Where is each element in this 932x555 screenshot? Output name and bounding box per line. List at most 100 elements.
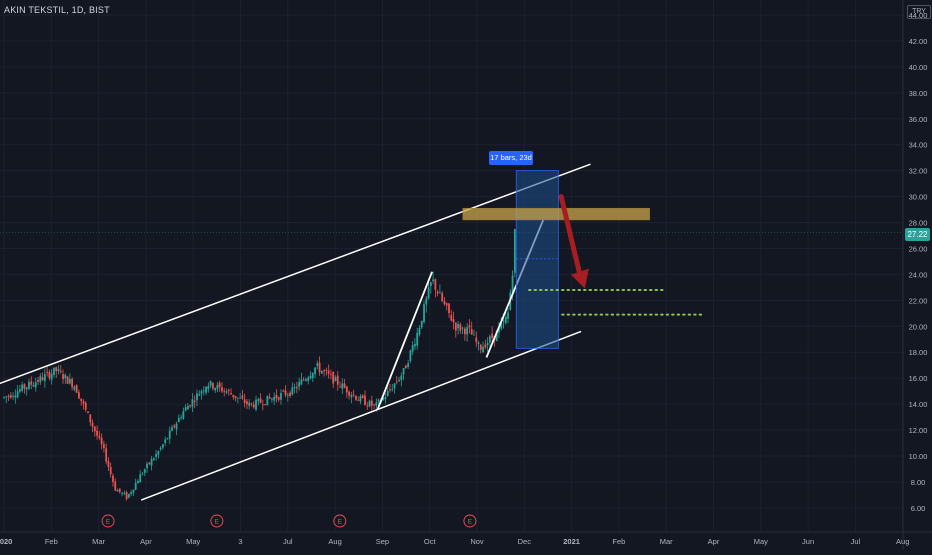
candle-body: [463, 328, 466, 335]
x-tick-label: Feb: [45, 537, 58, 546]
candle-body: [307, 377, 310, 382]
candle-body: [286, 394, 289, 396]
candle-body: [404, 365, 407, 369]
earnings-marker-icon[interactable]: [101, 514, 115, 528]
candle-body: [454, 322, 457, 331]
candle-body: [109, 466, 112, 475]
candle-body: [134, 482, 137, 490]
candle-body: [234, 396, 237, 399]
candle-body: [359, 396, 362, 402]
candle-body: [418, 328, 421, 335]
candle-body: [48, 371, 51, 379]
candle-body: [125, 492, 128, 499]
candle-body: [55, 367, 58, 372]
candle-body: [32, 385, 35, 387]
candle-body: [227, 389, 230, 392]
candle-body: [139, 474, 142, 483]
candle-body: [182, 411, 185, 419]
candle-body: [409, 350, 412, 361]
candle-body: [339, 386, 341, 388]
date-range-measure[interactable]: [515, 170, 559, 349]
channel-upper-line[interactable]: [0, 163, 591, 392]
candle-body: [457, 324, 459, 329]
candle-body: [268, 397, 271, 399]
candle-body: [230, 392, 232, 395]
candle-body: [488, 336, 491, 343]
y-tick-label: 36.00: [909, 115, 928, 124]
candle-body: [166, 438, 169, 439]
candle-body: [450, 315, 453, 321]
candle-body: [64, 374, 67, 379]
candle-body: [114, 481, 117, 491]
candle-body: [209, 381, 212, 386]
candle-body: [316, 363, 319, 366]
candle-body: [216, 384, 219, 389]
x-tick-label: Feb: [612, 537, 625, 546]
candle-body: [500, 322, 503, 329]
candle-body: [459, 324, 462, 331]
candle-body: [352, 394, 355, 396]
symbol-legend[interactable]: AKIN TEKSTIL, 1D, BIST: [4, 5, 110, 15]
candle-body: [200, 391, 203, 394]
candle-body: [155, 453, 158, 457]
candle-body: [271, 398, 273, 400]
candle-body: [236, 397, 239, 399]
candle-body: [366, 405, 369, 407]
candle-body: [382, 397, 385, 401]
y-tick-label: 42.00: [909, 37, 928, 46]
x-tick-label: Aug: [896, 537, 909, 546]
y-tick-label: 44.00: [909, 11, 928, 20]
candle-body: [325, 370, 328, 372]
currency-badge[interactable]: TRY: [907, 5, 931, 19]
earnings-marker-icon[interactable]: [333, 514, 347, 528]
candle-body: [150, 459, 153, 466]
candle-body: [300, 379, 303, 385]
candle-body: [332, 372, 335, 384]
candle-body: [305, 379, 307, 381]
candle-body: [416, 332, 419, 346]
candle-body: [239, 397, 242, 399]
candle-body: [102, 444, 105, 449]
resistance-zone[interactable]: [462, 207, 650, 221]
candle-body: [484, 344, 487, 348]
down-arrow-head[interactable]: [570, 268, 589, 289]
candle-body: [148, 462, 151, 465]
candle-body: [127, 493, 130, 498]
candle-body: [232, 394, 235, 398]
candle-body: [84, 402, 87, 410]
candle-body: [28, 381, 30, 389]
candle-body: [384, 397, 387, 400]
candle-body: [173, 425, 176, 428]
candle-body: [57, 369, 60, 372]
candle-body: [293, 387, 296, 389]
candle-body: [157, 451, 160, 455]
candle-body: [196, 393, 198, 401]
candle-body: [46, 372, 49, 373]
candle-body: [327, 370, 330, 374]
candle-body: [218, 382, 221, 388]
candle-body: [295, 386, 298, 389]
candle-body: [89, 414, 92, 423]
candle-body: [130, 492, 133, 495]
x-tick-label: Oct: [424, 537, 437, 546]
x-tick-label: Nov: [470, 537, 484, 546]
candle-body: [427, 287, 430, 299]
earnings-marker-icon[interactable]: [210, 514, 224, 528]
candle-body: [473, 334, 475, 336]
channel-lower-line[interactable]: [140, 330, 582, 501]
candle-body: [223, 390, 226, 392]
y-tick-label: 30.00: [909, 193, 928, 202]
candle-body: [373, 404, 375, 406]
down-arrow-shaft[interactable]: [558, 194, 584, 282]
y-tick-label: 12.00: [909, 426, 928, 435]
impulse-line-1[interactable]: [376, 271, 433, 410]
candle-body: [277, 397, 280, 400]
candle-body: [513, 229, 516, 273]
candle-body: [491, 333, 494, 339]
y-tick-label: 8.00: [911, 478, 926, 487]
candle-body: [30, 381, 33, 385]
y-tick-label: 10.00: [909, 452, 928, 461]
earnings-marker-icon[interactable]: [463, 514, 477, 528]
